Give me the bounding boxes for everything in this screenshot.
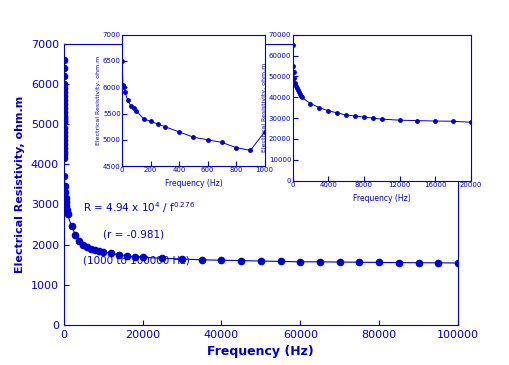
X-axis label: Frequency (Hz): Frequency (Hz) (164, 179, 222, 188)
Text: ( C ): ( C ) (405, 52, 432, 65)
X-axis label: Frequency (Hz): Frequency (Hz) (353, 193, 411, 203)
Text: (1000 to 100000 Hz): (1000 to 100000 Hz) (83, 255, 190, 265)
Y-axis label: Electrical Resistivity, ohm.m: Electrical Resistivity, ohm.m (15, 96, 25, 273)
Y-axis label: Electrical Resistivity, ohm.m: Electrical Resistivity, ohm.m (263, 63, 267, 152)
Text: (r = -0.981): (r = -0.981) (103, 230, 164, 240)
X-axis label: Frequency (Hz): Frequency (Hz) (208, 345, 314, 358)
Y-axis label: Electrical Resistivity, ohm.m: Electrical Resistivity, ohm.m (96, 56, 101, 145)
Text: R = 4.94 x 10$^4$ / f$^{0.276}$: R = 4.94 x 10$^4$ / f$^{0.276}$ (83, 201, 195, 215)
